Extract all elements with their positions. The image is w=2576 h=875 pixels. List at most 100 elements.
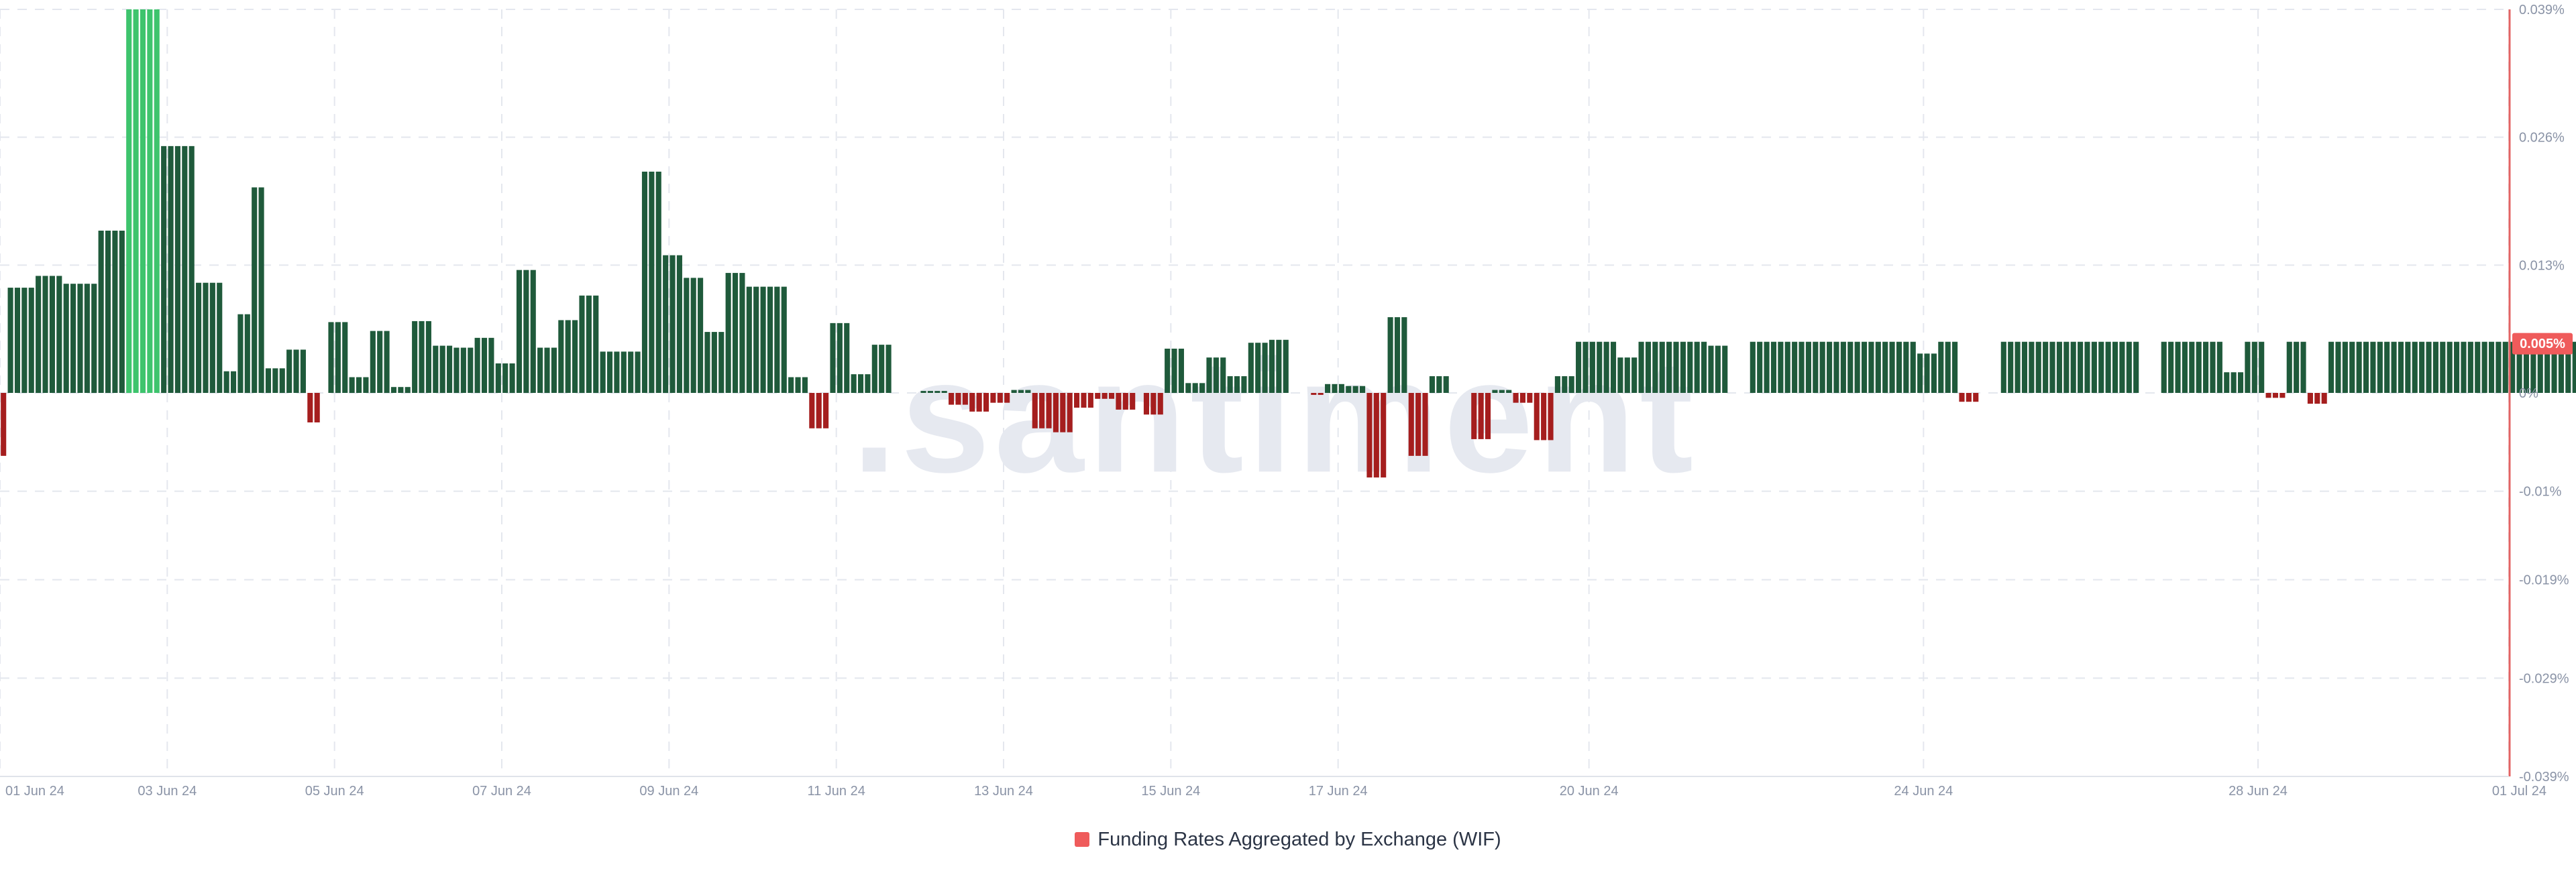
bar (600, 351, 606, 393)
bar (586, 295, 592, 393)
bar (2377, 341, 2383, 393)
bar (349, 377, 355, 393)
bar (2454, 341, 2460, 393)
bar (189, 145, 195, 393)
bar (1847, 341, 1854, 393)
bar (307, 393, 313, 422)
bar (126, 9, 132, 393)
bar (1833, 341, 1839, 393)
bar (983, 393, 989, 412)
bar (168, 145, 174, 393)
bar (1708, 345, 1714, 393)
bar (1854, 341, 1860, 393)
x-tick-label: 07 Jun 24 (472, 784, 531, 799)
bar (857, 374, 864, 393)
bar (1004, 393, 1010, 403)
bar (1966, 393, 1972, 402)
bars-layer (1, 9, 2576, 478)
bar (1875, 341, 1881, 393)
bar (593, 295, 599, 393)
x-tick-label: 01 Jul 24 (2492, 784, 2546, 799)
grid-layer (0, 9, 2510, 777)
bar (572, 320, 578, 393)
bar (182, 145, 188, 393)
bar (1610, 341, 1617, 393)
bar (865, 374, 871, 393)
bar (1680, 341, 1686, 393)
bar (460, 347, 466, 393)
bar (2168, 341, 2174, 393)
bar (2063, 341, 2070, 393)
bar (621, 351, 627, 393)
bar (1819, 341, 1825, 393)
legend-item[interactable]: Funding Rates Aggregated by Exchange (WI… (1075, 829, 1501, 851)
y-axis-labels: 0.039% 0.026% 0.013% 0% -0.01% -0.019% -0.029%… (2519, 3, 2569, 784)
bar (830, 323, 836, 393)
bar (1387, 317, 1393, 393)
bar (1868, 341, 1874, 393)
bar (1408, 393, 1414, 456)
y-tick-label: -0.01% (2519, 485, 2562, 500)
bar (1332, 384, 1338, 393)
bar (174, 145, 180, 393)
bar (412, 320, 418, 393)
bar (49, 276, 55, 393)
bar (704, 332, 710, 393)
bar (1206, 357, 1212, 393)
bar (342, 322, 348, 393)
bar (2175, 341, 2181, 393)
bar (690, 278, 696, 393)
bar (1178, 349, 1184, 393)
bar (433, 345, 439, 393)
bar (1715, 345, 1721, 393)
bar (739, 273, 745, 393)
bar (265, 368, 272, 393)
bar (1241, 376, 1247, 393)
bar (606, 351, 613, 393)
y-tick-label: -0.039% (2519, 770, 2569, 784)
x-tick-label: 20 Jun 24 (1560, 784, 1619, 799)
bar (1694, 341, 1700, 393)
bar (286, 349, 292, 393)
bar (2196, 341, 2202, 393)
bar (2572, 341, 2576, 393)
x-tick-label: 24 Jun 24 (1894, 784, 1953, 799)
bar (2189, 341, 2195, 393)
bar (2035, 341, 2041, 393)
bar (1471, 393, 1477, 439)
bar (474, 337, 480, 393)
bar (537, 347, 543, 393)
bar (1485, 393, 1491, 439)
bar (941, 391, 947, 393)
bar (1192, 383, 1198, 393)
bar (2461, 341, 2467, 393)
bar (969, 393, 975, 412)
bar (1108, 393, 1115, 399)
axis-layer (0, 9, 2511, 777)
bar (2286, 341, 2292, 393)
bar (1318, 393, 1324, 395)
bar (377, 331, 383, 393)
bar (1039, 393, 1045, 428)
bar (1548, 393, 1554, 441)
y-tick-label: 0% (2519, 386, 2538, 401)
bar (1, 393, 7, 456)
bar (1722, 345, 1728, 393)
bar (119, 231, 125, 393)
bar (1778, 341, 1784, 393)
bar (2078, 341, 2084, 393)
bar (2000, 341, 2006, 393)
bar (530, 270, 536, 393)
bar (1276, 339, 1282, 393)
bar (1910, 341, 1916, 393)
bar (2349, 341, 2355, 393)
bar (1366, 393, 1373, 478)
bar (2370, 341, 2376, 393)
legend-swatch (1075, 832, 1090, 847)
bar (1394, 317, 1401, 393)
x-tick-label: 17 Jun 24 (1309, 784, 1368, 799)
current-value-label: 0.005% (2520, 337, 2565, 351)
bar (1568, 376, 1574, 393)
bar (1234, 376, 1240, 393)
bar (2488, 341, 2495, 393)
